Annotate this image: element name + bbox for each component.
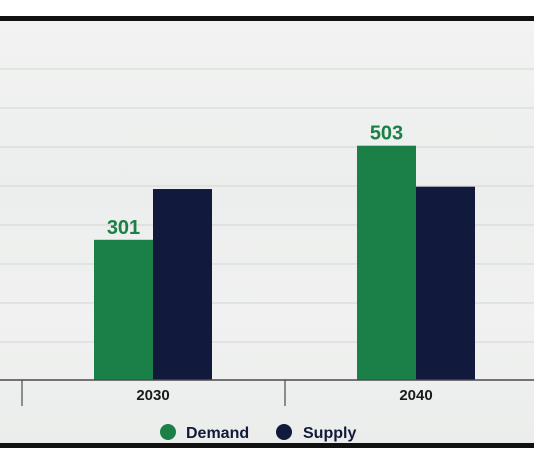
data-label-demand-2030: 301 [107,217,140,239]
bar-demand-2030 [94,239,153,380]
legend-swatch-supply [276,424,292,440]
legend: Demand Supply [160,424,356,442]
legend-label-demand: Demand [186,425,249,442]
x-tick-label-2040: 2040 [399,387,432,404]
x-axis: 2030 2040 [21,380,433,406]
bar-supply-2040 [416,186,475,380]
legend-swatch-demand [160,424,176,440]
bar-supply-2030 [153,189,212,380]
data-label-demand-2040: 503 [370,123,403,145]
data-labels: 301 503 [107,123,403,239]
bars [94,145,475,380]
x-tick-label-2030: 2030 [136,387,169,404]
bar-demand-2040 [357,145,416,380]
legend-label-supply: Supply [303,425,356,442]
